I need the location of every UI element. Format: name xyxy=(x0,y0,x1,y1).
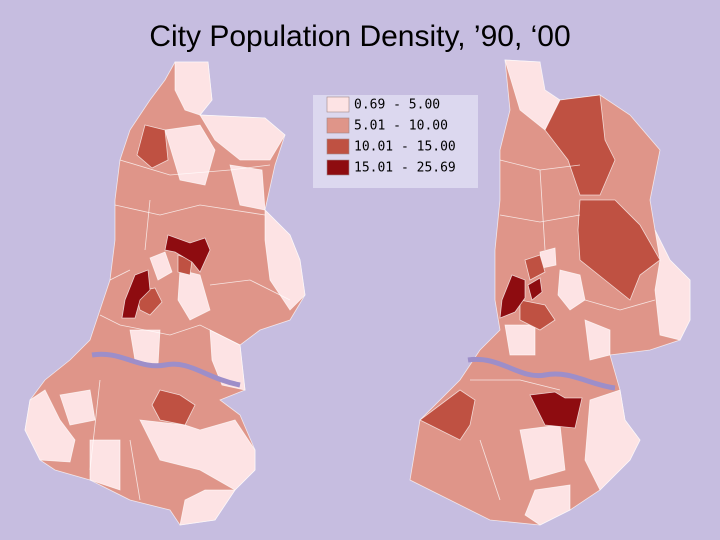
tract xyxy=(136,124,169,169)
tract-line xyxy=(209,279,291,301)
tract xyxy=(164,234,211,273)
legend-label: 10.01 - 15.00 xyxy=(354,140,456,155)
tract-line xyxy=(499,214,581,223)
tract xyxy=(177,269,211,321)
tract xyxy=(151,389,196,426)
tract-line xyxy=(479,439,501,501)
tract xyxy=(504,324,536,356)
tract xyxy=(527,277,543,301)
tract-line xyxy=(470,379,561,391)
tract xyxy=(139,419,256,491)
legend-swatch xyxy=(326,159,350,176)
tract xyxy=(519,424,566,481)
tract-line xyxy=(114,204,266,216)
tract xyxy=(264,209,306,311)
tract xyxy=(419,389,476,441)
tract xyxy=(584,319,611,361)
tract-line xyxy=(584,299,656,311)
tract-line xyxy=(539,169,546,251)
legend-swatch xyxy=(326,96,350,113)
map-2000 xyxy=(409,59,691,526)
tract xyxy=(557,269,586,311)
river xyxy=(91,351,241,388)
tract xyxy=(524,484,571,526)
tract xyxy=(577,199,661,301)
tract xyxy=(179,489,236,526)
tract xyxy=(121,269,151,319)
tract-line xyxy=(119,159,271,176)
legend: 0.69 - 5.00 5.01 - 10.00 10.01 - 15.00 15.0… xyxy=(313,95,478,188)
tract-line xyxy=(144,199,151,251)
tract-line xyxy=(99,314,241,346)
tract xyxy=(59,389,96,426)
tract xyxy=(519,299,556,331)
map-1990 xyxy=(24,61,306,526)
legend-label: 0.69 - 5.00 xyxy=(354,98,440,113)
tract xyxy=(24,389,76,463)
tract xyxy=(499,274,526,319)
legend-label: 5.01 - 10.00 xyxy=(354,119,448,134)
tract xyxy=(584,389,641,491)
tract-line xyxy=(129,439,141,501)
tract xyxy=(199,114,286,161)
legend-swatch xyxy=(326,138,350,155)
tract xyxy=(149,251,173,281)
tract-line xyxy=(109,269,131,281)
slide-title: City Population Density, ’90, ‘00 xyxy=(149,20,570,53)
tract xyxy=(164,124,216,186)
tract xyxy=(544,94,616,196)
tract xyxy=(529,391,583,429)
tract xyxy=(524,254,546,281)
legend-swatch xyxy=(326,117,350,134)
legend-label: 15.01 - 25.69 xyxy=(354,161,456,176)
tract xyxy=(654,229,691,341)
tract-line xyxy=(89,379,101,471)
river xyxy=(467,356,616,391)
